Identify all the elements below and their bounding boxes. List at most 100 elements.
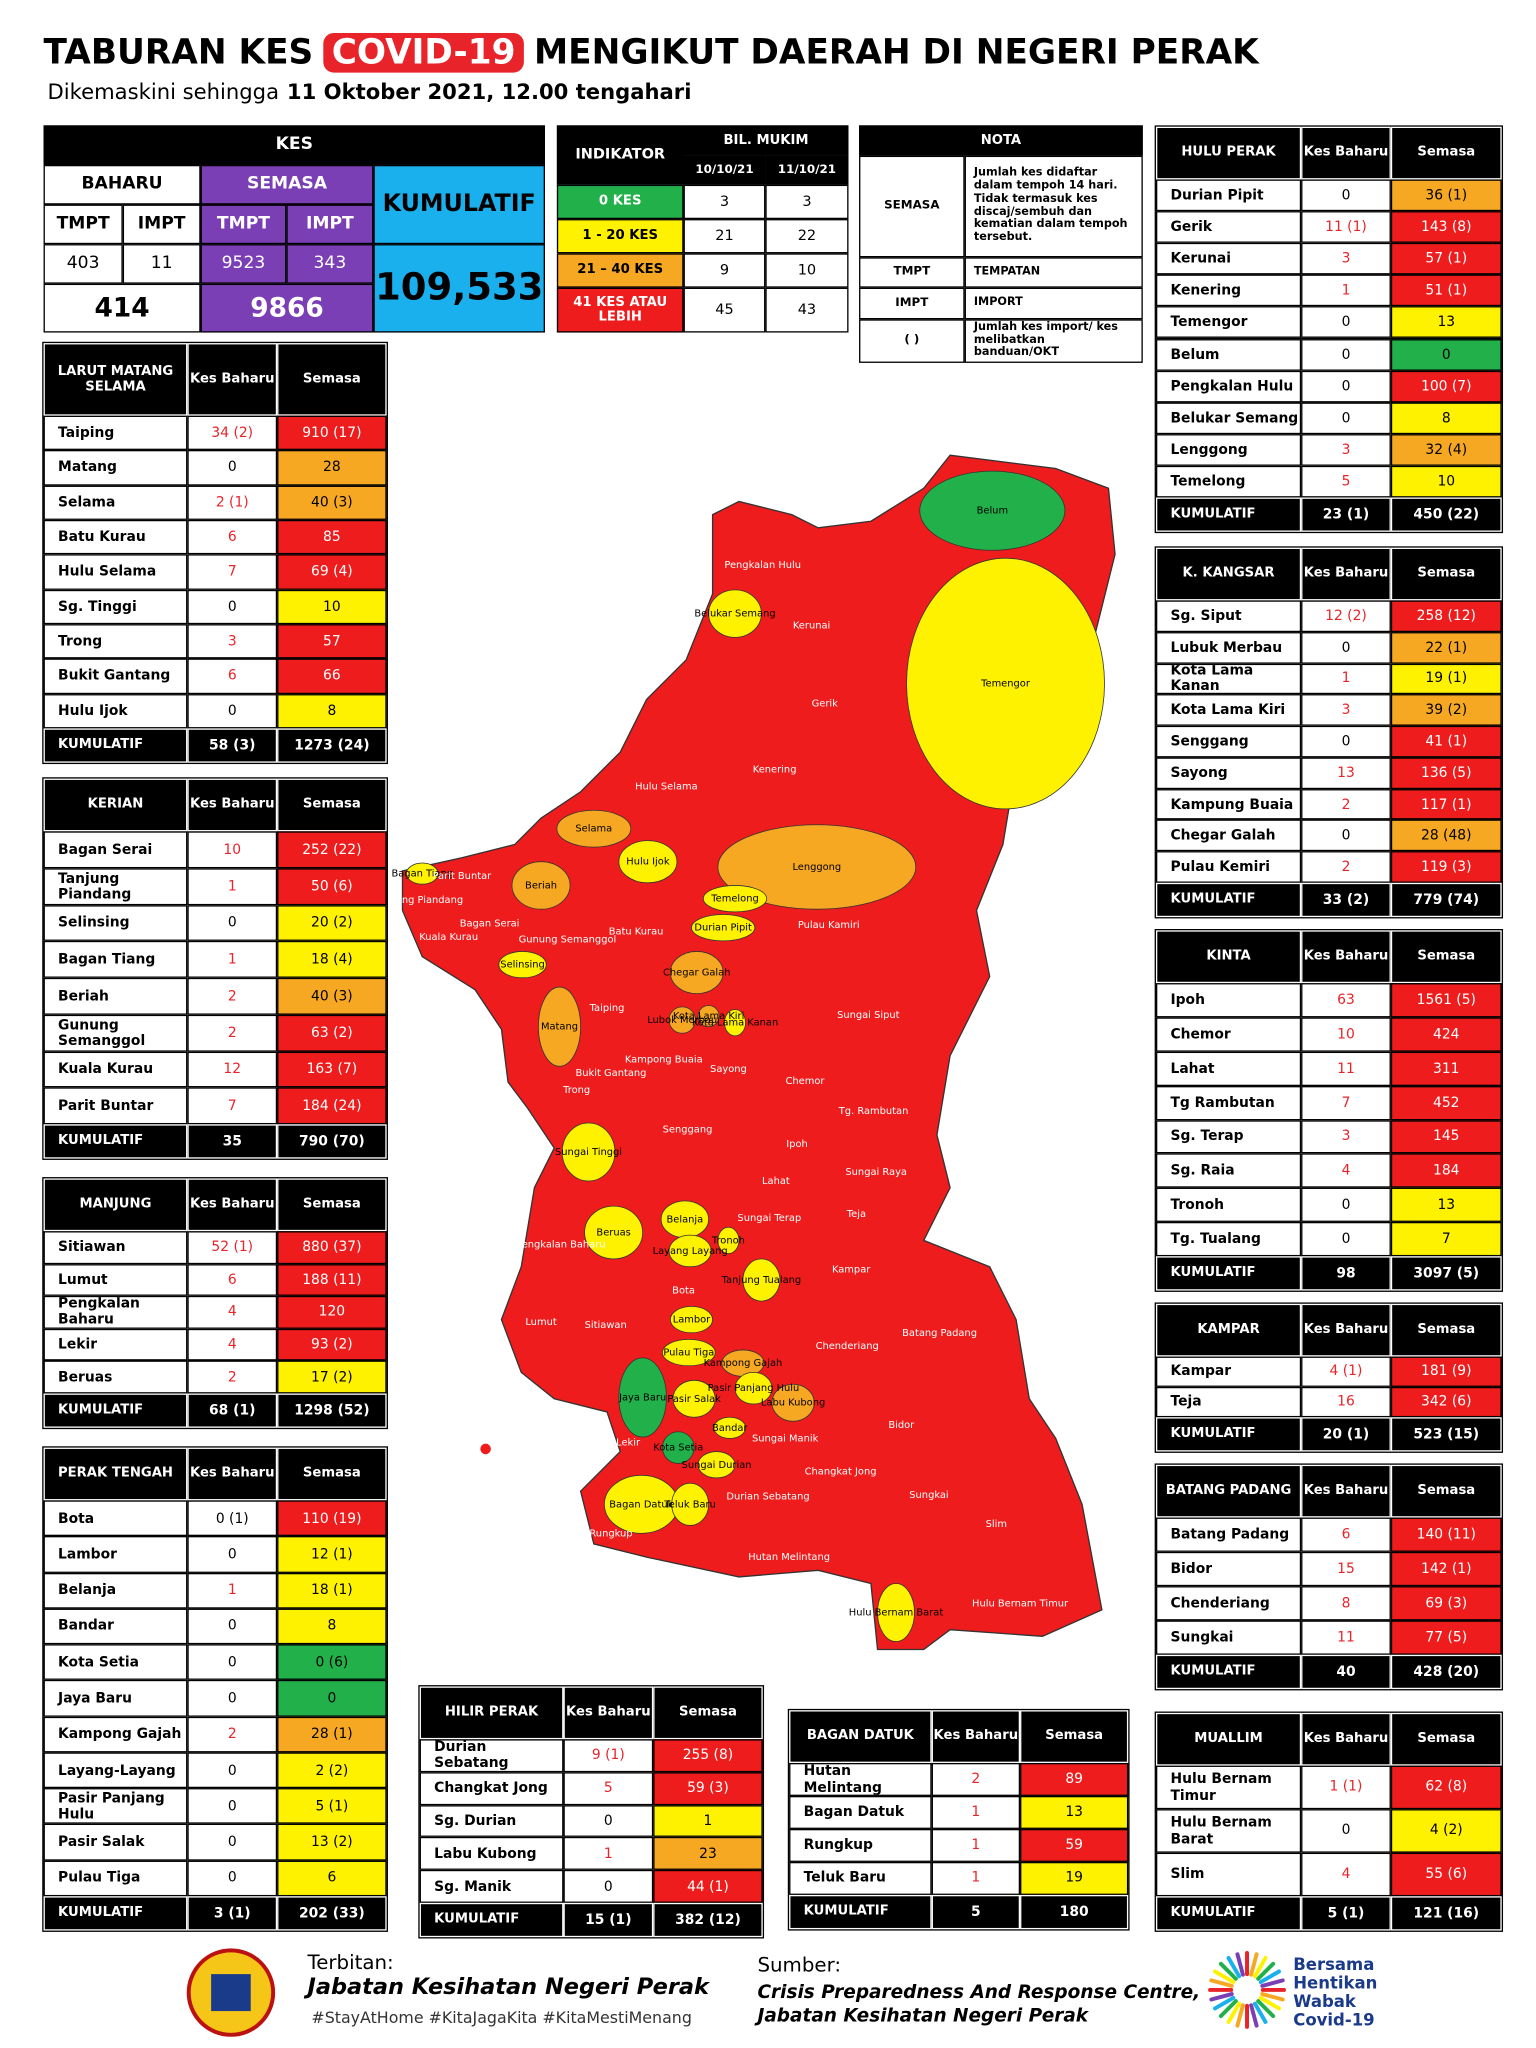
indicator-count: 21: [683, 219, 766, 254]
crest-logo: [211, 1974, 251, 2012]
kes-baharu: 0: [1301, 179, 1391, 212]
map-label: Chemor: [785, 1076, 825, 1087]
total-value: 428 (20): [1390, 1654, 1502, 1690]
kes-semasa: 57 (1): [1390, 243, 1502, 275]
summary-column: TMPT: [200, 204, 287, 245]
mukim-name: Belukar Semang: [1155, 402, 1302, 434]
mukim-name: Bagan Datuk: [789, 1795, 932, 1829]
map-region: [668, 1006, 696, 1034]
logo-ray: [1213, 1969, 1236, 1985]
mukim-name: Belanja: [43, 1572, 188, 1609]
logo-ray: [1249, 2003, 1259, 2028]
kes-baharu: 0: [1301, 1809, 1391, 1853]
kes-semasa: 136 (5): [1390, 757, 1502, 789]
map-label: Belukar Semang: [694, 609, 775, 620]
map-label: Lumut: [525, 1317, 556, 1328]
nota-desc: Jumlah kes import/ kes melibatkan bandua…: [964, 319, 1143, 363]
kes-semasa: 910 (17): [277, 415, 387, 451]
kes-semasa: 184: [1390, 1153, 1502, 1188]
map-region: [618, 840, 678, 884]
map-region: [906, 557, 1105, 810]
map-region: [669, 1306, 713, 1334]
map-label: Lenggong: [792, 862, 841, 873]
total-value: 98: [1301, 1256, 1391, 1291]
column-header: Semasa: [1390, 1712, 1502, 1766]
kes-semasa: 100 (7): [1390, 370, 1502, 403]
logo-text: Hentikan: [1293, 1972, 1378, 1993]
kes-baharu: 12: [187, 1051, 278, 1088]
district-name: PERAK TENGAH: [43, 1447, 188, 1501]
map-region: [691, 914, 756, 942]
total-value: 523 (15): [1390, 1417, 1502, 1452]
district-name: KERIAN: [43, 778, 188, 832]
total-value: 121 (16): [1390, 1896, 1502, 1931]
kes-baharu: 63: [1301, 983, 1391, 1018]
indicator-count: 10: [765, 253, 849, 288]
map-region: [671, 1482, 710, 1526]
map-label: Kenering: [753, 764, 797, 775]
indicator-count: 3: [683, 184, 766, 220]
map-region: [919, 470, 1066, 551]
kes-baharu: 0: [1301, 338, 1391, 371]
kes-semasa: 19: [1020, 1861, 1129, 1895]
kes-baharu: 34 (2): [187, 415, 278, 451]
kes-baharu: 6: [187, 519, 278, 555]
mukim-name: Gunung Semanggol: [43, 1014, 188, 1052]
map-region: [697, 1451, 736, 1479]
total-value: 40: [1301, 1654, 1391, 1690]
mukim-name: Bagan Serai: [43, 831, 188, 868]
map-label: Sungkai: [909, 1490, 948, 1501]
logo-ray: [1256, 1961, 1276, 1981]
map-label: Senggang: [663, 1125, 713, 1136]
kes-semasa: 110 (19): [277, 1500, 387, 1537]
logo-ray: [1260, 1978, 1285, 1988]
mukim-name: Temengor: [1155, 306, 1302, 339]
kes-baharu: 1: [563, 1837, 654, 1871]
map-label: Kota Setia: [653, 1443, 703, 1454]
map-label: Lubok Merbau: [647, 1015, 717, 1026]
kes-baharu: 1: [187, 867, 278, 905]
total-value: 202 (33): [277, 1896, 387, 1931]
map-label: Sayong: [710, 1064, 747, 1075]
map-label: Belum: [977, 506, 1008, 517]
map-label: Changkat Jong: [805, 1466, 877, 1477]
kes-semasa: 8: [277, 693, 387, 729]
kes-baharu: 16: [1301, 1386, 1391, 1418]
map-region: [556, 809, 632, 848]
total-value: 180: [1020, 1894, 1129, 1930]
map-label: Ipoh: [786, 1139, 807, 1150]
district-name: HULU PERAK: [1155, 126, 1302, 180]
logo-ray: [1249, 1952, 1259, 1977]
mukim-name: Teluk Baru: [789, 1861, 932, 1895]
mukim-name: Hutan Melintang: [789, 1762, 932, 1796]
kes-baharu: 0: [187, 1644, 278, 1681]
map-region: [717, 824, 917, 910]
kes-baharu: 4: [1301, 1852, 1391, 1897]
mukim-name: Lahat: [1155, 1051, 1302, 1086]
map-label: Kota Lama Kanan: [692, 1018, 778, 1029]
map-label: Sungai Durian: [682, 1460, 752, 1471]
indicator-header: INDIKATOR: [556, 125, 684, 185]
kes-semasa: 163 (7): [277, 1051, 387, 1088]
kes-semasa: 40 (3): [277, 485, 387, 520]
mukim-name: Bukit Gantang: [43, 658, 188, 694]
map-label: Tanjung Tualang: [721, 1275, 802, 1286]
kes-baharu: 7: [187, 554, 278, 590]
kes-semasa: 51 (1): [1390, 274, 1502, 307]
logo-ray: [1235, 1952, 1245, 1977]
mukim-name: Chegar Galah: [1155, 820, 1302, 852]
map-label: Durian Pipit: [694, 923, 752, 934]
map-region: [708, 589, 762, 638]
kes-baharu: 1: [931, 1828, 1021, 1862]
map-label: Sungai Tinggi: [555, 1147, 622, 1158]
map-region: [584, 1205, 644, 1260]
map-label: Teluk Baru: [663, 1499, 715, 1510]
map-region: [877, 1583, 915, 1642]
indicator-date: 11/10/21: [765, 155, 849, 185]
kes-semasa: 69 (3): [1390, 1586, 1502, 1621]
mukim-name: Beruas: [43, 1361, 188, 1394]
kes-baharu: 3: [1301, 243, 1391, 275]
mukim-name: Labu Kubong: [419, 1837, 564, 1871]
map-label: Gunung Semanggol: [519, 935, 617, 946]
